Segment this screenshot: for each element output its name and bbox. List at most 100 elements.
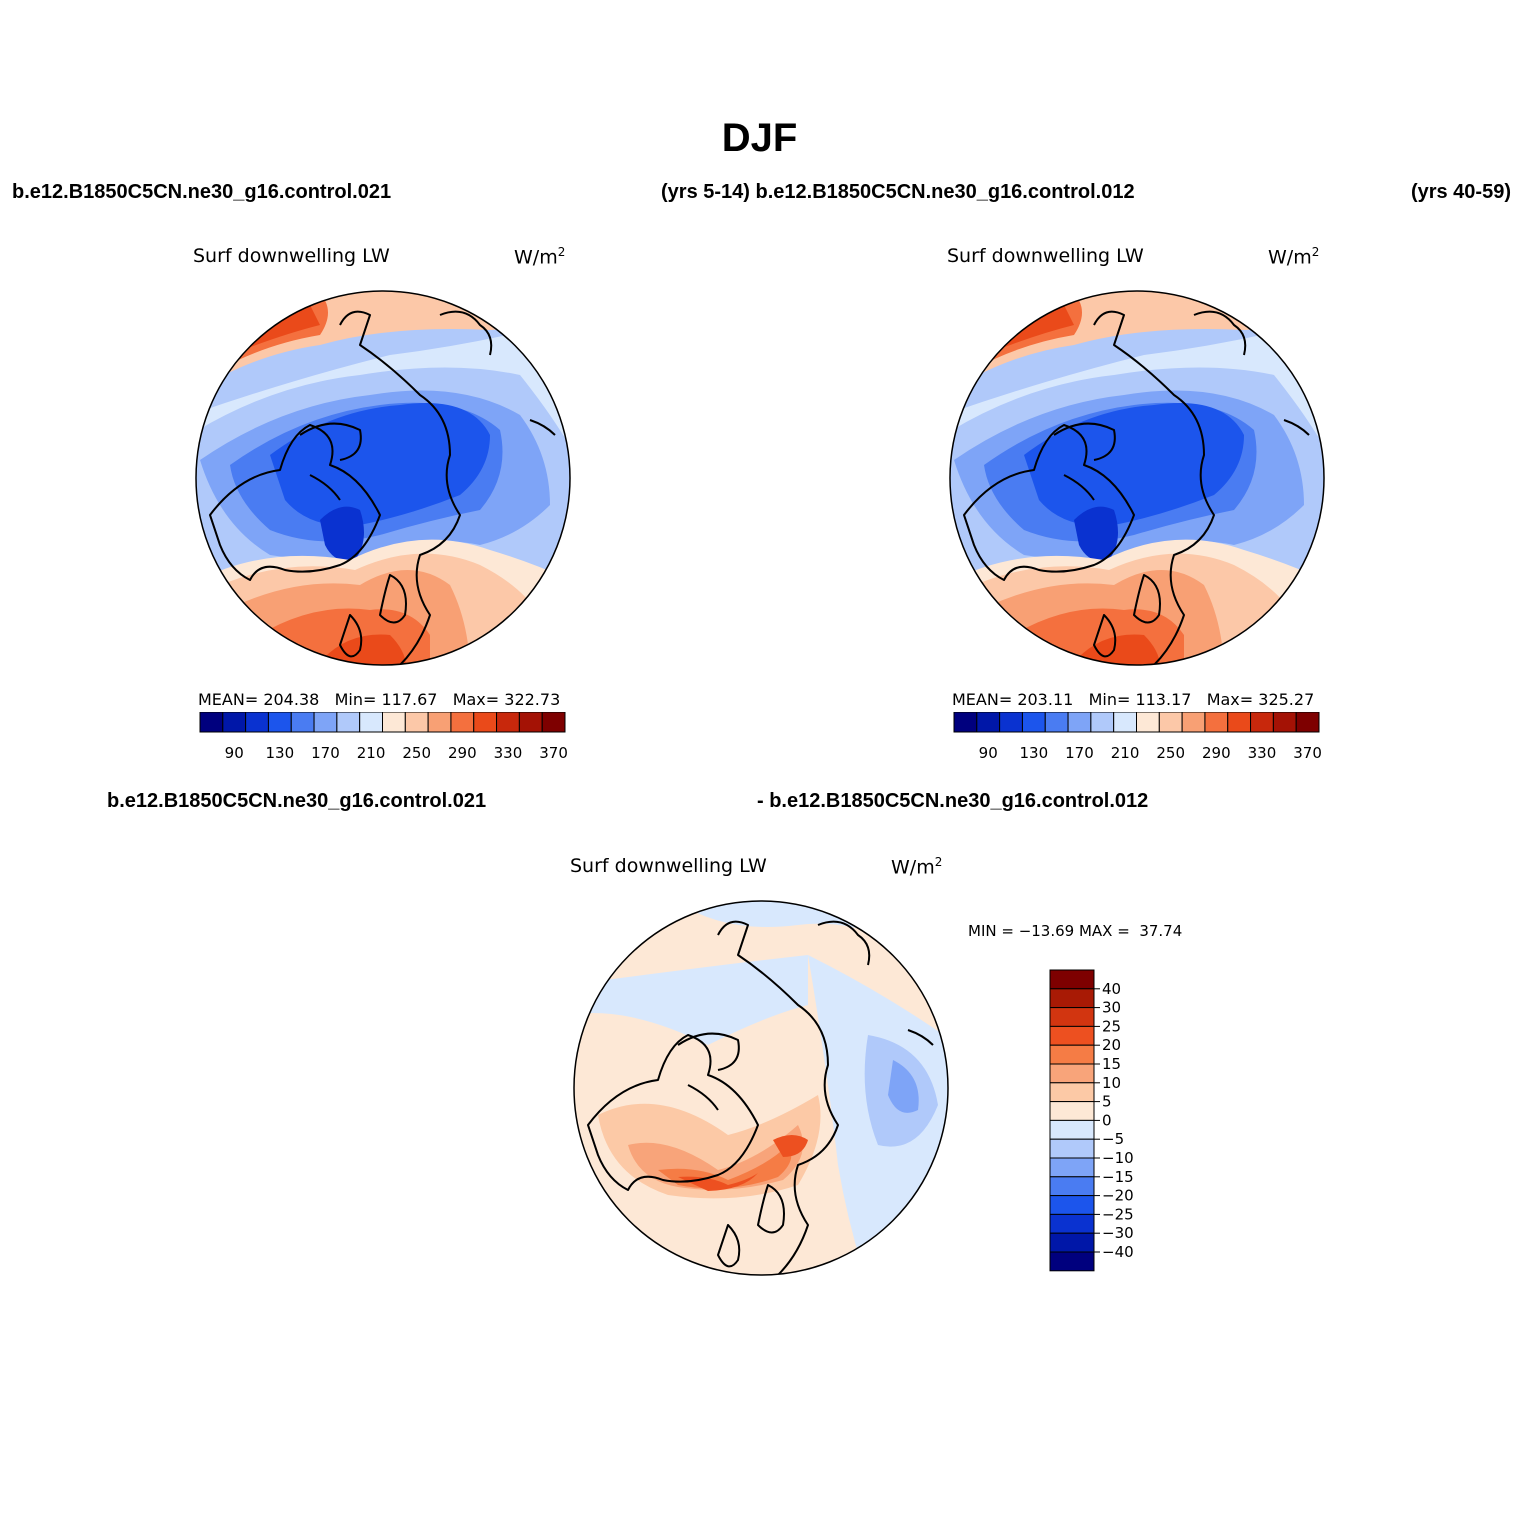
panel2-coastlines — [963, 310, 1310, 665]
diff-polar-map — [573, 900, 949, 1276]
colorbar-swatch — [245, 712, 269, 733]
years-b-label: (yrs 40-59) — [1410, 181, 1511, 203]
colorbar-tick-label: 210 — [1111, 744, 1140, 762]
diff-colorbar-tick-label: −5 — [1102, 1130, 1124, 1148]
diff-case-a-label: b.e12.B1850C5CN.ne30_g16.control.021 — [107, 790, 487, 812]
diff-colorbar-tick-label: 10 — [1102, 1074, 1121, 1092]
panel2-variable-label: Surf downwelling LW — [947, 245, 1144, 267]
case-a-label: b.e12.B1850C5CN.ne30_g16.control.021 — [12, 181, 392, 203]
colorbar-swatch — [496, 712, 520, 733]
colorbar-tick-label: 90 — [979, 744, 998, 762]
years-a-case-b-label: (yrs 5-14) b.e12.B1850C5CN.ne30_g16.cont… — [661, 181, 1135, 203]
diff-colorbar-tick-label: −10 — [1102, 1149, 1134, 1167]
panel1-coastlines — [209, 310, 556, 665]
diff-units-exp: 2 — [934, 855, 943, 869]
panel2-colorbar: 90 130 170 210 250 290 330 370 — [953, 712, 1322, 762]
colorbar-swatch — [1295, 712, 1320, 733]
colorbar-swatch — [1090, 712, 1115, 733]
colorbar-swatch — [1181, 712, 1206, 733]
colorbar-swatch — [290, 712, 315, 733]
colorbar-tick-label: 290 — [1202, 744, 1231, 762]
colorbar-swatch — [518, 712, 543, 733]
panel1-units-exp: 2 — [557, 245, 566, 259]
colorbar-swatch — [450, 712, 475, 733]
colorbar-swatch — [1272, 712, 1297, 733]
panel2-stats: MEAN= 203.11 Min= 113.17 Max= 325.27 — [952, 690, 1315, 709]
diff-units-label: W/m2 — [891, 855, 942, 878]
diff-colorbar-swatch — [1049, 1119, 1095, 1140]
diff-colorbar-tick-label: −20 — [1102, 1187, 1134, 1205]
colorbar-swatch — [404, 712, 429, 733]
panel2-units-exp: 2 — [1311, 245, 1320, 259]
diff-minmax: MIN = −13.69 MAX = 37.74 — [968, 922, 1183, 940]
diff-colorbar-swatch — [1049, 1007, 1095, 1027]
colorbar-tick-label: 290 — [448, 744, 477, 762]
colorbar-swatch — [336, 712, 361, 733]
panel1-units-base: W/m — [514, 246, 558, 269]
colorbar-tick-label: 330 — [494, 744, 523, 762]
colorbar-swatch — [382, 712, 406, 733]
diff-colorbar-tick-label: −25 — [1102, 1205, 1134, 1223]
panel1-units-label: W/m2 — [514, 245, 565, 268]
panel2-map-border — [949, 290, 1325, 666]
colorbar-swatch — [1250, 712, 1274, 733]
colorbar-swatch — [1113, 712, 1137, 733]
diff-colorbar-swatch — [1049, 988, 1095, 1009]
diff-colorbar-tick-label: −40 — [1102, 1243, 1134, 1261]
colorbar-swatch — [313, 712, 338, 733]
colorbar-tick-label: 250 — [402, 744, 431, 762]
diff-colorbar-tick-label: 30 — [1102, 999, 1121, 1017]
diff-colorbar-swatch — [1049, 969, 1095, 990]
diff-colorbar-swatch — [1049, 1101, 1095, 1121]
diff-units-base: W/m — [891, 856, 935, 879]
diff-colorbar-tick-label: 5 — [1102, 1093, 1112, 1111]
diff-colorbar-tick-label: 0 — [1102, 1111, 1112, 1129]
colorbar-swatch — [953, 712, 978, 733]
diff-colorbar-swatch — [1049, 1082, 1095, 1103]
diff-colorbar-swatch — [1049, 1063, 1095, 1084]
diff-colorbar-swatch — [1049, 1195, 1095, 1215]
colorbar-swatch — [541, 712, 566, 733]
diff-colorbar-tick-label: 15 — [1102, 1055, 1121, 1073]
colorbar-swatch — [1136, 712, 1160, 733]
colorbar-swatch — [1227, 712, 1252, 733]
diff-colorbar-tick-label: −15 — [1102, 1168, 1134, 1186]
panel1-variable-label: Surf downwelling LW — [193, 245, 390, 267]
panel1-colorbar: 90 130 170 210 250 290 330 370 — [199, 712, 568, 762]
colorbar-swatch — [1158, 712, 1183, 733]
diff-colorbar-swatch — [1049, 1251, 1095, 1272]
colorbar-tick-label: 130 — [266, 744, 295, 762]
panel2-units-base: W/m — [1268, 246, 1312, 269]
diff-map-border — [573, 900, 949, 1276]
colorbar-swatch — [999, 712, 1023, 733]
diff-coastlines — [587, 920, 934, 1275]
colorbar-tick-label: 370 — [1293, 744, 1322, 762]
season-title: DJF — [721, 116, 798, 160]
colorbar-tick-label: 250 — [1156, 744, 1185, 762]
colorbar-tick-label: 170 — [1065, 744, 1094, 762]
colorbar-swatch — [427, 712, 452, 733]
diff-colorbar-swatch — [1049, 1213, 1095, 1234]
colorbar-swatch — [976, 712, 1001, 733]
panel2-units-label: W/m2 — [1268, 245, 1319, 268]
diff-variable-label: Surf downwelling LW — [570, 855, 767, 877]
colorbar-tick-label: 130 — [1020, 744, 1049, 762]
panel1-map-border — [195, 290, 571, 666]
colorbar-tick-label: 330 — [1248, 744, 1277, 762]
diff-colorbar-swatch — [1049, 1138, 1095, 1159]
panel1-polar-map — [195, 290, 571, 666]
colorbar-swatch — [267, 712, 292, 733]
colorbar-swatch — [1044, 712, 1069, 733]
diff-colorbar-tick-label: 20 — [1102, 1036, 1121, 1054]
colorbar-swatch — [199, 712, 224, 733]
diff-colorbar-tick-label: 25 — [1102, 1017, 1121, 1035]
colorbar-swatch — [1021, 712, 1046, 733]
colorbar-tick-label: 90 — [225, 744, 244, 762]
panel2-polar-map — [949, 290, 1325, 666]
diff-colorbar-swatch — [1049, 1044, 1095, 1065]
colorbar-swatch — [473, 712, 498, 733]
colorbar-tick-label: 170 — [311, 744, 340, 762]
colorbar-swatch — [1204, 712, 1229, 733]
diff-colorbar-swatch — [1049, 1157, 1095, 1178]
